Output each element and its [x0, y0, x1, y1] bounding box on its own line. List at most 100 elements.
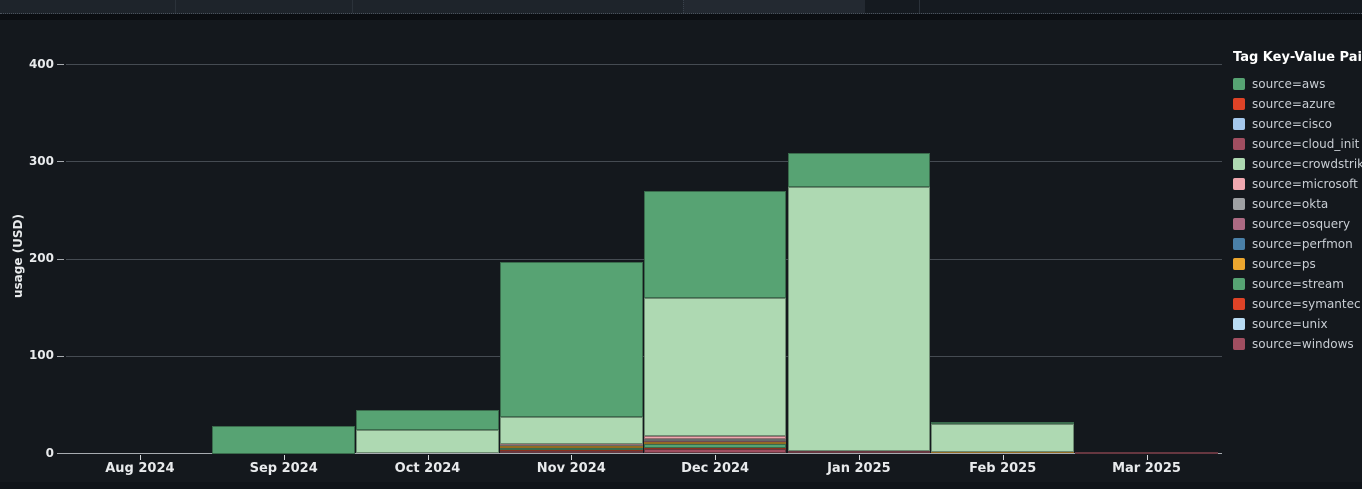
bar-segment-okta[interactable]: [499, 444, 643, 447]
bar-sep-2024[interactable]: [212, 426, 356, 454]
chart-legend: Tag Key-Value Pairs source=aws source=azu…: [1233, 50, 1362, 354]
bar-segment-aws[interactable]: [643, 191, 787, 299]
y-tick-label: 200: [28, 251, 54, 265]
legend-swatch-icon: [1233, 278, 1245, 290]
bar-segment-microsoft[interactable]: [499, 443, 643, 445]
bar-jan-2025[interactable]: [787, 153, 931, 454]
bar-segment-aws[interactable]: [787, 153, 931, 188]
bar-oct-2024[interactable]: [356, 410, 499, 454]
top-app-strip: [0, 0, 1362, 14]
legend-item-label: source=osquery: [1252, 217, 1351, 231]
y-tick: [57, 64, 64, 65]
x-tick: [715, 455, 717, 460]
legend-swatch-icon: [1233, 198, 1245, 210]
legend-item-okta[interactable]: source=okta: [1233, 194, 1361, 214]
bar-segment-crowdstrike[interactable]: [643, 298, 787, 436]
x-tick-label-8: Mar 2025: [1112, 461, 1181, 476]
x-tick: [427, 455, 429, 460]
bar-segment-ps[interactable]: [499, 446, 643, 448]
bar-segment-aws[interactable]: [931, 422, 1075, 425]
bar-mar-2025[interactable]: [1075, 452, 1218, 454]
legend-item-label: source=okta: [1252, 197, 1329, 211]
legend-item-crowdstrike[interactable]: source=crowdstrike: [1233, 154, 1362, 174]
strip-separator: [352, 0, 353, 13]
legend-item-windows[interactable]: source=windows: [1233, 334, 1361, 354]
bar-segment-crowdstrike[interactable]: [931, 424, 1075, 452]
legend-title: Tag Key-Value Pairs: [1233, 50, 1362, 65]
bar-segment-symantec[interactable]: [643, 447, 787, 449]
legend-item-label: source=microsoft: [1252, 177, 1358, 191]
bar-segment-symantec[interactable]: [499, 450, 643, 452]
legend-item-cisco[interactable]: source=cisco: [1233, 114, 1361, 134]
bottom-band: [0, 482, 1362, 489]
x-tick-label-6: Jan 2025: [827, 461, 891, 476]
legend-item-label: source=unix: [1252, 317, 1328, 331]
legend-swatch-icon: [1233, 78, 1245, 90]
legend-items: source=aws source=azure source=cisco source…: [1233, 74, 1362, 354]
bar-segment-aws[interactable]: [499, 261, 643, 417]
legend-swatch-icon: [1233, 258, 1245, 270]
bar-segment-stream[interactable]: [643, 443, 787, 448]
bar-segment-crowdstrike[interactable]: [356, 430, 499, 454]
legend-item-perfmon[interactable]: source=perfmon: [1233, 234, 1361, 254]
bar-segment-crowdstrike[interactable]: [787, 187, 931, 451]
legend-item-label: source=stream: [1252, 277, 1344, 291]
y-tick-label: 100: [28, 348, 54, 363]
gridline-300: [66, 161, 1222, 163]
bar-segment-windows[interactable]: [499, 451, 643, 454]
bar-segment-aws[interactable]: [212, 426, 356, 454]
x-tick: [1002, 455, 1004, 460]
y-tick-label: 300: [28, 153, 54, 168]
legend-swatch-icon: [1233, 218, 1245, 230]
legend-item-label: source=ps: [1252, 257, 1316, 271]
legend-item-stream[interactable]: source=stream: [1233, 274, 1361, 294]
legend-item-label: source=aws: [1252, 77, 1326, 91]
bar-segment-okta[interactable]: [643, 439, 787, 441]
x-tick: [858, 455, 860, 460]
legend-item-osquery[interactable]: source=osquery: [1233, 214, 1361, 234]
bar-segment-windows[interactable]: [643, 448, 787, 454]
strip-panel: [683, 0, 866, 13]
x-tick: [571, 455, 573, 460]
bar-segment-aws[interactable]: [356, 410, 499, 431]
bar-segment-stream[interactable]: [499, 447, 643, 451]
y-tick-label: 400: [28, 56, 54, 71]
bar-segment-ps[interactable]: [643, 441, 787, 444]
legend-item-label: source=cisco: [1252, 117, 1333, 131]
legend-item-cloud_init[interactable]: source=cloud_init: [1233, 134, 1361, 154]
legend-item-label: source=cloud_init: [1252, 137, 1360, 151]
legend-swatch-icon: [1233, 118, 1245, 130]
legend-item-ps[interactable]: source=ps: [1233, 254, 1361, 274]
legend-swatch-icon: [1233, 238, 1245, 250]
y-tick-label: 0: [45, 445, 54, 460]
legend-item-azure[interactable]: source=azure: [1233, 94, 1361, 114]
x-tick-label-7: Feb 2025: [969, 461, 1037, 476]
bar-segment-crowdstrike[interactable]: [499, 416, 643, 444]
bar-nov-2024[interactable]: [499, 261, 643, 454]
legend-item-microsoft[interactable]: source=microsoft: [1233, 174, 1361, 194]
strip-separator: [175, 0, 176, 13]
legend-swatch-icon: [1233, 158, 1245, 170]
bar-segment-osquery[interactable]: [643, 440, 787, 442]
legend-swatch-icon: [1233, 138, 1245, 150]
x-tick-label-2: Sep 2024: [249, 461, 318, 476]
y-tick: [57, 453, 64, 454]
bar-segment-microsoft[interactable]: [643, 435, 787, 440]
x-tick: [139, 455, 141, 460]
bar-segment-windows[interactable]: [1075, 452, 1218, 454]
legend-swatch-icon: [1233, 338, 1245, 350]
legend-swatch-icon: [1233, 298, 1245, 310]
legend-item-aws[interactable]: source=aws: [1233, 74, 1361, 94]
legend-item-label: source=perfmon: [1252, 237, 1353, 251]
x-tick-label-3: Oct 2024: [394, 461, 461, 476]
legend-item-unix[interactable]: source=unix: [1233, 314, 1361, 334]
legend-item-symantec[interactable]: source=symantec: [1233, 294, 1361, 314]
bar-segment-windows[interactable]: [787, 450, 931, 454]
bar-segment-ps[interactable]: [931, 451, 1075, 454]
bar-feb-2025[interactable]: [931, 422, 1075, 454]
legend-item-label: source=crowdstrike: [1252, 157, 1362, 171]
legend-swatch-icon: [1233, 318, 1245, 330]
bar-dec-2024[interactable]: [643, 191, 787, 454]
x-tick: [1146, 455, 1148, 460]
